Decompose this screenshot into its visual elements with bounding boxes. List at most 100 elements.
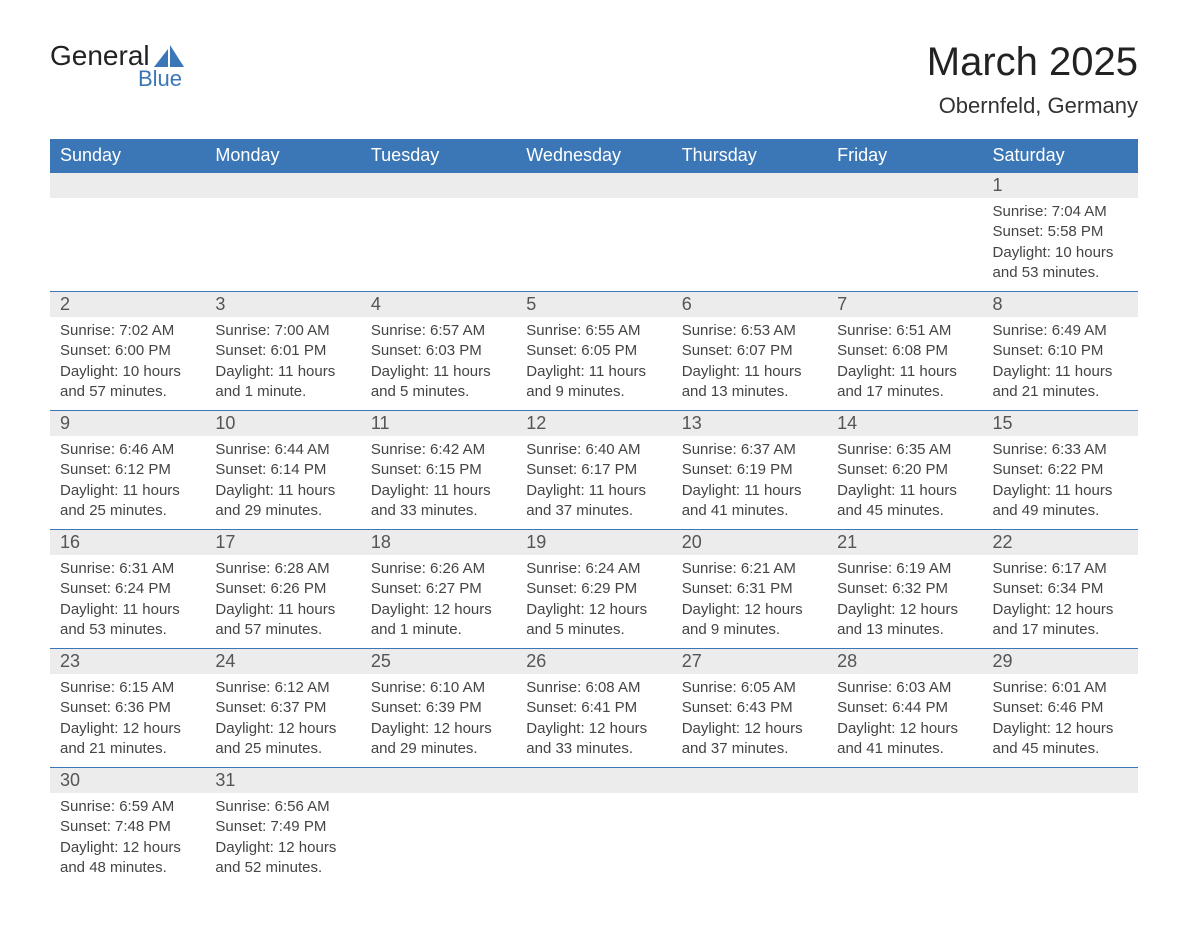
day-content-cell: Sunrise: 6:10 AMSunset: 6:39 PMDaylight:… (361, 674, 516, 768)
daylight-text: Daylight: 12 hours and 9 minutes. (682, 600, 817, 641)
sunset-text: Sunset: 6:10 PM (993, 341, 1128, 361)
day-content-cell: Sunrise: 6:24 AMSunset: 6:29 PMDaylight:… (516, 555, 671, 649)
daylight-text: Daylight: 11 hours and 9 minutes. (526, 362, 661, 403)
day-content-cell: Sunrise: 6:05 AMSunset: 6:43 PMDaylight:… (672, 674, 827, 768)
sunset-text: Sunset: 6:15 PM (371, 460, 506, 480)
day-number-cell: 14 (827, 411, 982, 437)
day-number-cell: 11 (361, 411, 516, 437)
sunset-text: Sunset: 6:17 PM (526, 460, 661, 480)
day-number-cell: 9 (50, 411, 205, 437)
sunrise-text: Sunrise: 6:19 AM (837, 559, 972, 579)
day-content-cell (827, 793, 982, 886)
day-content-cell (983, 793, 1138, 886)
day-content-cell: Sunrise: 6:37 AMSunset: 6:19 PMDaylight:… (672, 436, 827, 530)
day-number: 16 (60, 532, 80, 552)
day-number-cell: 17 (205, 530, 360, 556)
day-content-cell: Sunrise: 6:59 AMSunset: 7:48 PMDaylight:… (50, 793, 205, 886)
sunset-text: Sunset: 6:41 PM (526, 698, 661, 718)
day-content-cell: Sunrise: 6:53 AMSunset: 6:07 PMDaylight:… (672, 317, 827, 411)
day-number-cell: 15 (983, 411, 1138, 437)
daynum-row: 1 (50, 173, 1138, 199)
sunset-text: Sunset: 6:14 PM (215, 460, 350, 480)
sunset-text: Sunset: 6:20 PM (837, 460, 972, 480)
weekday-header: Monday (205, 139, 360, 173)
sunrise-text: Sunrise: 6:56 AM (215, 797, 350, 817)
month-title: March 2025 (927, 40, 1138, 85)
sunset-text: Sunset: 6:44 PM (837, 698, 972, 718)
day-number: 18 (371, 532, 391, 552)
day-content-cell: Sunrise: 6:31 AMSunset: 6:24 PMDaylight:… (50, 555, 205, 649)
day-number: 3 (215, 294, 225, 314)
daylight-text: Daylight: 11 hours and 25 minutes. (60, 481, 195, 522)
sunrise-text: Sunrise: 6:53 AM (682, 321, 817, 341)
daylight-text: Daylight: 11 hours and 29 minutes. (215, 481, 350, 522)
sunset-text: Sunset: 6:05 PM (526, 341, 661, 361)
day-content-cell: Sunrise: 6:56 AMSunset: 7:49 PMDaylight:… (205, 793, 360, 886)
daylight-text: Daylight: 10 hours and 53 minutes. (993, 243, 1128, 284)
day-number-cell (361, 173, 516, 199)
daylight-text: Daylight: 11 hours and 49 minutes. (993, 481, 1128, 522)
content-row: Sunrise: 7:02 AMSunset: 6:00 PMDaylight:… (50, 317, 1138, 411)
day-content-cell: Sunrise: 6:35 AMSunset: 6:20 PMDaylight:… (827, 436, 982, 530)
day-content-cell (205, 198, 360, 292)
sunrise-text: Sunrise: 6:59 AM (60, 797, 195, 817)
daylight-text: Daylight: 12 hours and 21 minutes. (60, 719, 195, 760)
weekday-header: Saturday (983, 139, 1138, 173)
content-row: Sunrise: 7:04 AMSunset: 5:58 PMDaylight:… (50, 198, 1138, 292)
day-content-cell: Sunrise: 6:12 AMSunset: 6:37 PMDaylight:… (205, 674, 360, 768)
day-number-cell (827, 173, 982, 199)
day-content-cell (361, 793, 516, 886)
day-number: 4 (371, 294, 381, 314)
day-number: 20 (682, 532, 702, 552)
day-content-cell: Sunrise: 6:01 AMSunset: 6:46 PMDaylight:… (983, 674, 1138, 768)
sunset-text: Sunset: 6:32 PM (837, 579, 972, 599)
day-number: 21 (837, 532, 857, 552)
day-content-cell (361, 198, 516, 292)
sunset-text: Sunset: 6:34 PM (993, 579, 1128, 599)
day-number-cell: 12 (516, 411, 671, 437)
sunset-text: Sunset: 6:26 PM (215, 579, 350, 599)
daylight-text: Daylight: 12 hours and 52 minutes. (215, 838, 350, 879)
sunset-text: Sunset: 6:31 PM (682, 579, 817, 599)
day-number: 11 (371, 413, 390, 433)
sunset-text: Sunset: 6:29 PM (526, 579, 661, 599)
day-number-cell: 4 (361, 292, 516, 318)
sunrise-text: Sunrise: 7:00 AM (215, 321, 350, 341)
day-content-cell: Sunrise: 6:49 AMSunset: 6:10 PMDaylight:… (983, 317, 1138, 411)
day-number-cell: 21 (827, 530, 982, 556)
day-content-cell: Sunrise: 6:26 AMSunset: 6:27 PMDaylight:… (361, 555, 516, 649)
day-number-cell: 2 (50, 292, 205, 318)
day-number: 13 (682, 413, 702, 433)
day-content-cell: Sunrise: 6:17 AMSunset: 6:34 PMDaylight:… (983, 555, 1138, 649)
sunrise-text: Sunrise: 6:49 AM (993, 321, 1128, 341)
day-content-cell: Sunrise: 6:44 AMSunset: 6:14 PMDaylight:… (205, 436, 360, 530)
title-block: March 2025 Obernfeld, Germany (927, 40, 1138, 119)
daylight-text: Daylight: 11 hours and 33 minutes. (371, 481, 506, 522)
day-number-cell: 10 (205, 411, 360, 437)
day-content-cell: Sunrise: 6:46 AMSunset: 6:12 PMDaylight:… (50, 436, 205, 530)
day-number-cell (672, 173, 827, 199)
weekday-header: Sunday (50, 139, 205, 173)
logo: General Blue (50, 40, 184, 92)
sunrise-text: Sunrise: 6:28 AM (215, 559, 350, 579)
day-number-cell: 8 (983, 292, 1138, 318)
weekday-header: Wednesday (516, 139, 671, 173)
day-number-cell: 26 (516, 649, 671, 675)
daylight-text: Daylight: 11 hours and 53 minutes. (60, 600, 195, 641)
day-content-cell: Sunrise: 6:51 AMSunset: 6:08 PMDaylight:… (827, 317, 982, 411)
sunrise-text: Sunrise: 6:40 AM (526, 440, 661, 460)
day-content-cell (516, 793, 671, 886)
day-number: 31 (215, 770, 235, 790)
sunrise-text: Sunrise: 6:35 AM (837, 440, 972, 460)
logo-text-bottom: Blue (138, 66, 182, 92)
sunset-text: Sunset: 6:08 PM (837, 341, 972, 361)
daylight-text: Daylight: 12 hours and 37 minutes. (682, 719, 817, 760)
day-number-cell: 7 (827, 292, 982, 318)
daylight-text: Daylight: 10 hours and 57 minutes. (60, 362, 195, 403)
daylight-text: Daylight: 12 hours and 25 minutes. (215, 719, 350, 760)
day-content-cell (672, 793, 827, 886)
sunrise-text: Sunrise: 6:12 AM (215, 678, 350, 698)
content-row: Sunrise: 6:31 AMSunset: 6:24 PMDaylight:… (50, 555, 1138, 649)
day-number-cell (516, 173, 671, 199)
weekday-header: Friday (827, 139, 982, 173)
